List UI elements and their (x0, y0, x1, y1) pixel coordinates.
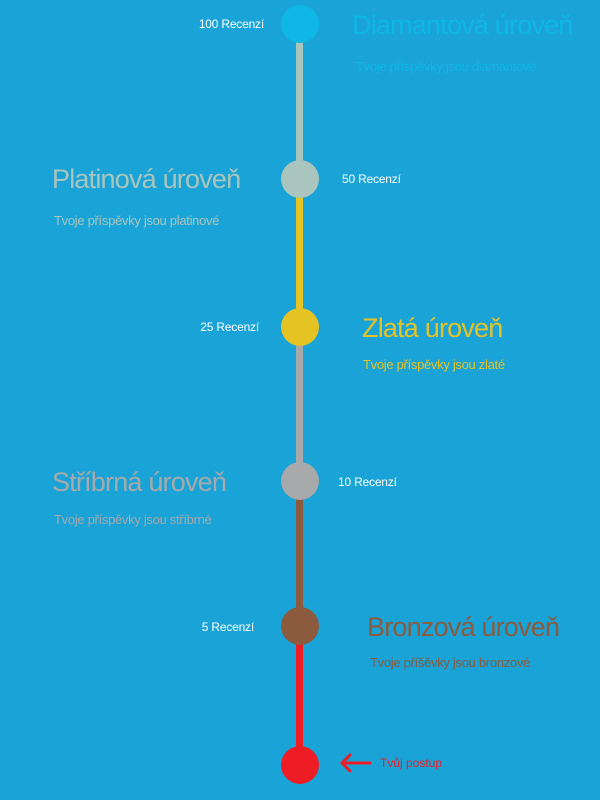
progress-node (281, 746, 319, 784)
level-node-gold (281, 308, 319, 346)
level-subtitle-diamond: Tvoje příspěvky jsou diamantové (356, 59, 537, 74)
level-count-bronze: 5 Recenzí (201, 620, 254, 634)
level-title-platinum: Platinová úroveň (52, 164, 241, 194)
level-node-platinum (281, 160, 319, 198)
level-subtitle-gold: Tvoje příspěvky jsou zlaté (363, 357, 505, 372)
level-title-bronze: Bronzová úroveň (367, 612, 560, 642)
level-count-diamond: 100 Recenzí (198, 17, 264, 31)
level-node-silver (281, 462, 319, 500)
connector-diamond-platinum (296, 24, 303, 182)
level-title-gold: Zlatá úroveň (362, 313, 503, 343)
level-subtitle-silver: Tvoje příspěvky jsou stříbrné (54, 512, 212, 527)
connector-gold-silver (296, 326, 303, 482)
level-subtitle-bronze: Tvoje příšěvky jsou bronzové (370, 655, 530, 670)
arrow-left-icon (337, 752, 373, 774)
level-count-gold: 25 Recenzí (200, 320, 259, 334)
level-subtitle-platinum: Tvoje příspěvky jsou platinové (54, 213, 220, 228)
level-title-silver: Stříbrná úroveň (52, 467, 227, 497)
level-node-diamond (281, 5, 319, 43)
connector-silver-bronze (296, 480, 303, 628)
connector-platinum-gold (296, 180, 303, 328)
level-count-platinum: 50 Recenzí (342, 172, 401, 186)
level-title-diamond: Diamantová úroveň (352, 10, 573, 40)
progress-label: Tvůj postup (380, 756, 443, 770)
level-count-silver: 10 Recenzí (338, 475, 397, 489)
connector-bronze-progress (296, 626, 303, 766)
level-node-bronze (281, 607, 319, 645)
